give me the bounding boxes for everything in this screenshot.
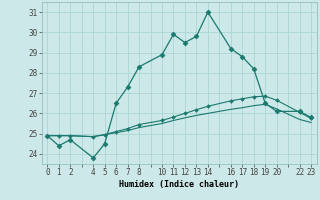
X-axis label: Humidex (Indice chaleur): Humidex (Indice chaleur)	[119, 180, 239, 189]
